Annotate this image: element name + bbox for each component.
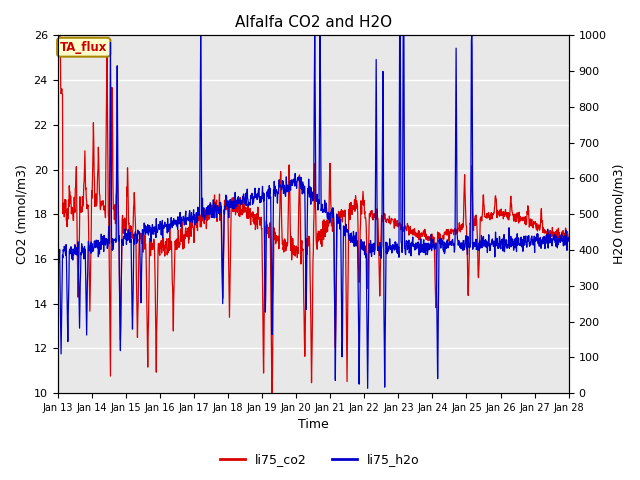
Legend: li75_co2, li75_h2o: li75_co2, li75_h2o [215,448,425,471]
Title: Alfalfa CO2 and H2O: Alfalfa CO2 and H2O [235,15,392,30]
Y-axis label: H2O (mmol/m3): H2O (mmol/m3) [612,164,625,264]
Text: TA_flux: TA_flux [60,41,108,54]
Y-axis label: CO2 (mmol/m3): CO2 (mmol/m3) [15,164,28,264]
X-axis label: Time: Time [298,419,328,432]
